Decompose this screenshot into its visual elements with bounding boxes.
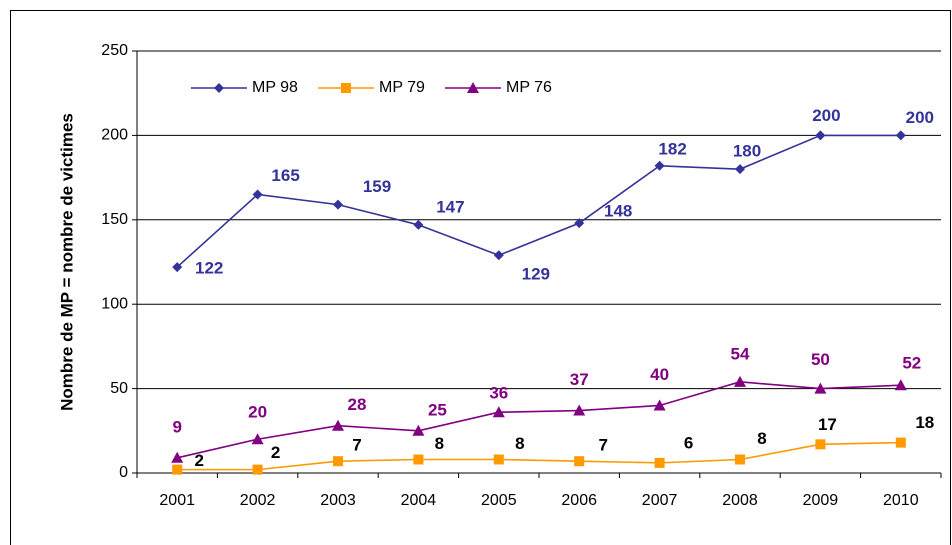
data-label: 7 [598,436,607,455]
data-label: 8 [435,434,444,453]
x-tick-label: 2004 [401,492,437,509]
data-point [574,456,585,467]
data-point [493,454,504,465]
data-label: 8 [757,429,766,448]
data-point [333,199,343,210]
data-label: 2 [194,451,203,470]
legend-label: MP 79 [379,79,425,96]
data-point [172,464,183,475]
data-point [252,189,263,200]
data-label: 8 [515,434,524,453]
data-label: 147 [436,197,464,216]
data-label: 2 [271,443,280,462]
data-point [413,219,424,230]
x-tick-label: 2008 [722,492,758,509]
data-label: 17 [818,415,837,434]
data-point [493,250,504,261]
data-point [653,399,666,411]
data-point [814,382,827,394]
data-point [251,433,264,445]
series-line [176,134,901,268]
data-label: 37 [570,370,589,389]
data-point [412,424,425,436]
data-label: 25 [428,400,447,419]
y-tick-label: 200 [101,127,128,144]
data-label: 36 [489,384,508,403]
data-point [172,262,183,273]
data-point [895,130,906,141]
data-point [735,164,745,175]
data-point [815,130,826,141]
data-point [171,451,184,463]
y-tick-label: 50 [110,380,128,397]
data-point [735,454,745,465]
data-label: 159 [363,177,391,196]
x-tick-label: 2010 [883,492,919,509]
data-point [492,406,505,418]
data-label: 20 [248,403,267,422]
chart-frame [10,10,951,545]
x-tick-label: 2009 [803,492,839,509]
x-tick-label: 2007 [642,492,678,509]
data-point [815,439,826,450]
data-point [413,454,424,465]
data-label: 6 [684,433,693,452]
data-point [574,218,585,229]
data-label: 28 [348,395,367,414]
x-tick-label: 2001 [159,492,195,509]
y-tick-label: 150 [101,211,128,228]
legend-label: MP 98 [252,79,298,96]
data-label: 200 [812,106,840,125]
data-point [894,379,907,391]
data-point [654,457,665,468]
y-tick-label: 250 [101,42,128,59]
x-tick-label: 2003 [320,492,356,509]
data-label: 18 [915,413,934,432]
series-line [177,441,901,471]
data-label: 52 [902,354,921,373]
data-point [734,375,746,387]
data-label: 200 [906,108,934,127]
data-label: 9 [172,417,181,436]
x-tick-label: 2006 [561,492,597,509]
legend-label: MP 76 [506,79,552,96]
x-tick-label: 2005 [481,492,517,509]
series-line [177,381,901,459]
data-point [654,160,665,171]
data-point [333,456,343,467]
data-label: 129 [522,265,550,284]
data-label: 180 [733,142,761,161]
data-label: 50 [811,350,830,369]
data-point [332,419,344,431]
y-axis-label: Nombre de MP = nombre de victimes [57,113,76,411]
data-label: 40 [650,365,669,384]
data-label: 182 [658,139,686,158]
data-point [895,437,906,448]
y-tick-label: 100 [101,295,128,312]
y-tick-label: 0 [119,464,128,481]
x-tick-label: 2002 [240,492,276,509]
legend-marker [214,83,224,93]
data-point [573,404,586,416]
data-label: 122 [195,259,223,278]
data-label: 165 [271,166,299,185]
data-point [252,464,263,475]
legend-marker [341,83,351,93]
legend-marker [467,82,479,93]
data-label: 54 [731,344,750,363]
data-label: 148 [604,202,632,221]
data-label: 7 [352,436,361,455]
